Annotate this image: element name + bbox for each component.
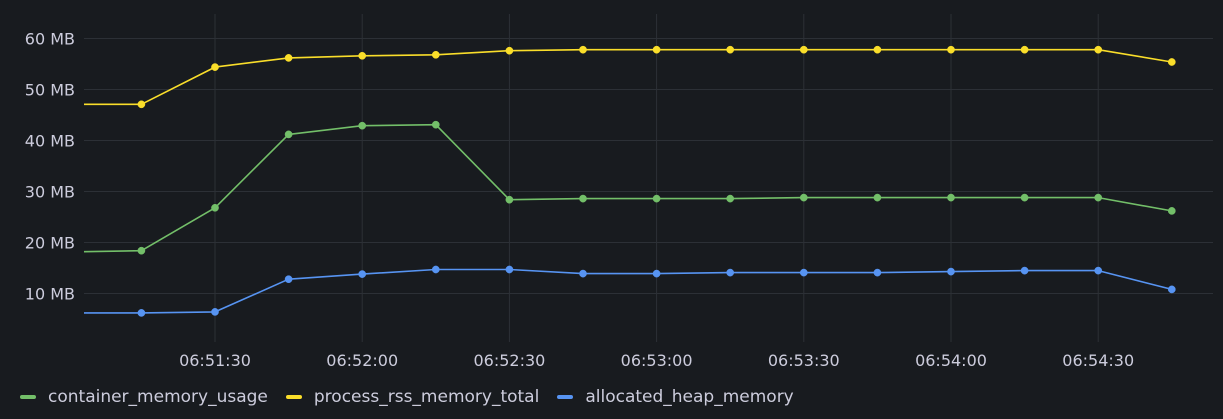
data-point[interactable] bbox=[1167, 207, 1176, 215]
data-point[interactable] bbox=[1094, 266, 1103, 275]
memory-chart: 10 MB 20 MB 30 MB 40 MB 50 MB 60 MB 06:51:30 06… bbox=[25, 14, 1213, 371]
x-tick-label: 06:54:00 bbox=[915, 351, 987, 370]
data-point[interactable] bbox=[652, 45, 661, 54]
y-tick-label: 10 MB bbox=[25, 285, 75, 304]
data-point[interactable] bbox=[211, 203, 219, 212]
data-point[interactable] bbox=[1020, 266, 1029, 275]
legend-item-process-rss-memory-total[interactable]: process_rss_memory_total bbox=[285, 387, 540, 407]
data-point[interactable] bbox=[505, 46, 514, 55]
data-point[interactable] bbox=[947, 45, 955, 54]
x-tick-label: 06:52:30 bbox=[473, 351, 545, 370]
data-point[interactable] bbox=[1020, 193, 1029, 202]
data-point[interactable] bbox=[505, 265, 514, 274]
legend-swatch bbox=[20, 395, 36, 399]
y-tick-label: 60 MB bbox=[25, 30, 75, 49]
data-point[interactable] bbox=[431, 50, 440, 59]
series-process-rss-memory-total bbox=[84, 45, 1176, 109]
legend-item-allocated-heap-memory[interactable]: allocated_heap_memory bbox=[557, 387, 794, 407]
data-point[interactable] bbox=[211, 308, 219, 316]
legend-swatch bbox=[285, 395, 302, 399]
data-point[interactable] bbox=[726, 194, 735, 203]
data-point[interactable] bbox=[284, 54, 293, 62]
y-tick-label: 30 MB bbox=[25, 183, 75, 202]
data-point[interactable] bbox=[579, 269, 587, 278]
x-tick-label: 06:52:00 bbox=[326, 351, 398, 370]
y-tick-label: 50 MB bbox=[25, 81, 75, 100]
data-point[interactable] bbox=[137, 309, 146, 317]
data-point[interactable] bbox=[873, 268, 882, 277]
data-point[interactable] bbox=[137, 100, 146, 109]
x-tick-label: 06:51:30 bbox=[179, 351, 251, 370]
data-point[interactable] bbox=[284, 275, 293, 284]
series-line bbox=[84, 48, 1172, 106]
series-line bbox=[83, 123, 1172, 253]
series-allocated-heap-memory bbox=[84, 265, 1176, 317]
data-point[interactable] bbox=[1167, 58, 1176, 66]
chart-series bbox=[83, 45, 1176, 317]
data-point[interactable] bbox=[358, 121, 367, 130]
data-point[interactable] bbox=[1094, 45, 1103, 54]
y-tick-label: 20 MB bbox=[25, 234, 75, 253]
data-point[interactable] bbox=[873, 45, 882, 54]
data-point[interactable] bbox=[579, 45, 587, 54]
data-point[interactable] bbox=[137, 246, 146, 255]
data-point[interactable] bbox=[1094, 193, 1103, 202]
series-container-memory-usage bbox=[83, 120, 1176, 255]
data-point[interactable] bbox=[799, 268, 808, 277]
data-point[interactable] bbox=[358, 51, 367, 60]
legend-label: process_rss_memory_total bbox=[313, 387, 540, 407]
data-point[interactable] bbox=[284, 130, 293, 139]
data-point[interactable] bbox=[431, 265, 440, 274]
x-tick-label: 06:54:30 bbox=[1062, 351, 1134, 370]
data-point[interactable] bbox=[799, 45, 808, 54]
chart-axes: 10 MB 20 MB 30 MB 40 MB 50 MB 60 MB 06:51:30 06… bbox=[25, 30, 1134, 371]
data-point[interactable] bbox=[431, 120, 440, 129]
data-point[interactable] bbox=[652, 194, 661, 203]
data-point[interactable] bbox=[1020, 45, 1029, 54]
legend-swatch bbox=[557, 395, 574, 399]
data-point[interactable] bbox=[947, 193, 955, 202]
chart-legend: container_memory_usage process_rss_memory… bbox=[20, 384, 794, 410]
data-point[interactable] bbox=[947, 267, 955, 276]
y-tick-label: 40 MB bbox=[25, 132, 75, 151]
data-point[interactable] bbox=[505, 195, 514, 204]
data-point[interactable] bbox=[579, 194, 587, 203]
data-point[interactable] bbox=[726, 45, 735, 54]
data-point[interactable] bbox=[358, 270, 367, 278]
legend-label: allocated_heap_memory bbox=[585, 387, 794, 407]
data-point[interactable] bbox=[799, 193, 808, 202]
legend-label: container_memory_usage bbox=[48, 387, 268, 407]
data-point[interactable] bbox=[873, 193, 882, 202]
legend-item-container-memory-usage[interactable]: container_memory_usage bbox=[20, 387, 268, 407]
series-line bbox=[84, 268, 1172, 314]
x-tick-label: 06:53:30 bbox=[768, 351, 840, 370]
data-point[interactable] bbox=[726, 268, 735, 277]
data-point[interactable] bbox=[652, 269, 661, 278]
chart-grid bbox=[84, 14, 1213, 342]
x-tick-label: 06:53:00 bbox=[621, 351, 693, 370]
data-point[interactable] bbox=[1167, 285, 1176, 294]
data-point[interactable] bbox=[211, 63, 219, 71]
